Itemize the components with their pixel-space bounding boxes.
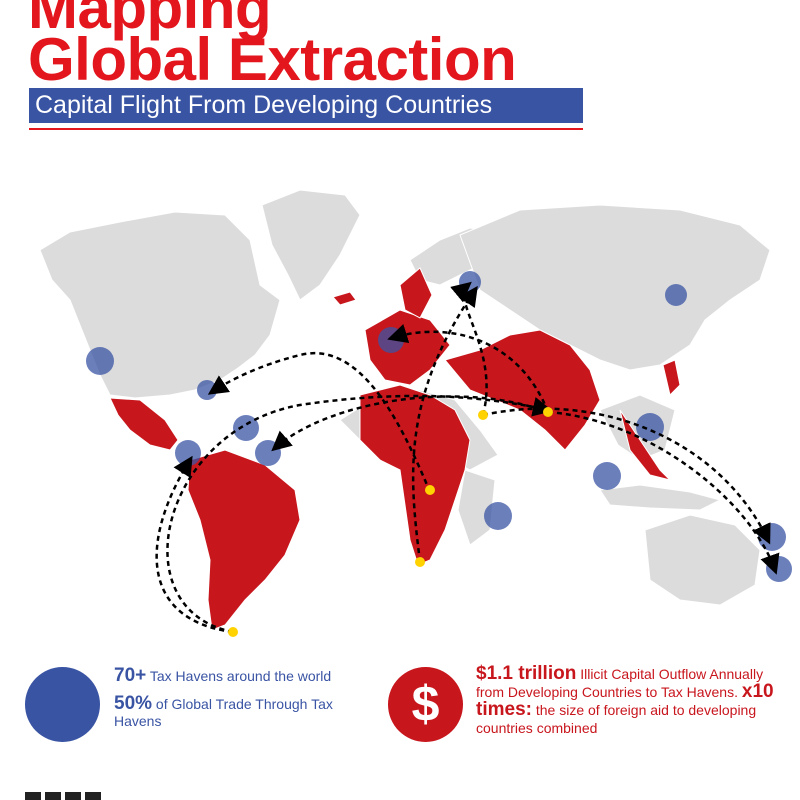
tax-haven-marker [233, 415, 259, 441]
tax-haven-marker [593, 462, 621, 490]
tax-haven-marker [758, 523, 786, 551]
subtitle-underline [29, 128, 583, 130]
indonesia [599, 484, 722, 511]
east-africa-gray [457, 469, 496, 546]
iceland [332, 291, 357, 306]
title-line-2: Global Extraction [28, 26, 517, 93]
multiple-value: x10 times: [476, 681, 774, 720]
source-dot [543, 407, 553, 417]
havens-text: Tax Havens around the world [149, 668, 332, 684]
russia-asia [459, 204, 771, 371]
greenland [261, 189, 361, 301]
tax-haven-marker [636, 413, 664, 441]
south-america [187, 449, 301, 631]
flow-arrow [482, 407, 771, 545]
flow-arrow [166, 394, 553, 634]
source-dot [478, 410, 488, 420]
australia [644, 514, 761, 606]
tax-haven-marker [255, 440, 281, 466]
stat-tax-havens: 70+ Tax Havens around the world [114, 665, 364, 686]
southeast-asia [619, 409, 672, 481]
capital-flows [155, 281, 780, 634]
tax-haven-marker [459, 271, 481, 293]
outflow-text: Illicit Capital Outflow Annually from De… [476, 666, 764, 700]
stat-global-trade: 50% of Global Trade Through Tax Havens [114, 693, 364, 730]
africa [359, 384, 471, 566]
flow-arrow [547, 410, 780, 575]
havens-value: 70+ [114, 665, 147, 686]
tax-haven-marker [665, 284, 687, 306]
tax-haven-stat-circle [25, 667, 100, 742]
flow-arrow [271, 395, 549, 452]
footer-logo [25, 792, 101, 800]
world-map [39, 189, 792, 637]
tax-haven-marker [766, 556, 792, 582]
dollar-icon: $ [388, 667, 463, 742]
tax-haven-marker [86, 347, 114, 375]
source-dot [425, 485, 435, 495]
title-line-1: Mapping [28, 0, 272, 41]
flow-arrow [411, 285, 478, 563]
subtitle-banner: Capital Flight From Developing Countries [29, 88, 583, 123]
scandinavia [399, 267, 433, 319]
europe-south [364, 309, 451, 386]
trade-value: 50% [114, 693, 153, 714]
korea-japan [662, 359, 681, 396]
tax-haven-marker [378, 327, 404, 353]
multiple-text: the size of foreign aid to developing co… [476, 702, 757, 736]
source-points [228, 407, 553, 637]
flow-arrow [207, 352, 432, 493]
source-dot [228, 627, 238, 637]
outflow-value: $1.1 trillion [476, 663, 577, 684]
source-dot [415, 557, 425, 567]
trade-text: of Global Trade Through Tax Havens [114, 696, 333, 729]
north-america [39, 211, 281, 399]
stat-capital-outflow: $1.1 trillion Illicit Capital Outflow An… [476, 663, 776, 737]
flow-arrow [387, 324, 550, 413]
mexico-central-america [109, 397, 179, 451]
tax-haven-marker [484, 502, 512, 530]
